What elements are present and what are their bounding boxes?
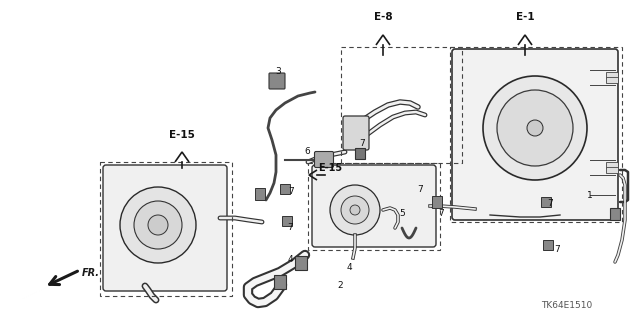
Circle shape xyxy=(341,196,369,224)
Text: E-15: E-15 xyxy=(169,130,195,140)
Bar xyxy=(432,196,442,208)
Bar xyxy=(541,197,551,207)
Text: 2: 2 xyxy=(337,280,343,290)
Circle shape xyxy=(134,201,182,249)
Bar xyxy=(341,47,462,163)
Text: 3: 3 xyxy=(275,68,281,77)
Text: TK64E1510: TK64E1510 xyxy=(541,301,593,310)
Bar xyxy=(255,188,265,200)
Text: 7: 7 xyxy=(554,246,560,255)
FancyBboxPatch shape xyxy=(343,116,369,150)
Text: 5: 5 xyxy=(399,210,405,219)
Text: 7: 7 xyxy=(547,199,553,209)
Text: 7: 7 xyxy=(438,209,444,218)
Text: 4: 4 xyxy=(287,256,293,264)
Text: E-15: E-15 xyxy=(318,163,342,173)
Bar xyxy=(295,256,307,270)
Bar xyxy=(543,240,553,250)
Bar xyxy=(450,47,622,222)
FancyBboxPatch shape xyxy=(312,165,436,247)
Circle shape xyxy=(330,185,380,235)
Bar xyxy=(606,167,618,173)
Bar xyxy=(282,216,292,226)
Bar xyxy=(606,72,618,78)
FancyBboxPatch shape xyxy=(269,73,285,89)
Text: 7: 7 xyxy=(288,187,294,196)
Text: E-1: E-1 xyxy=(516,12,534,22)
Circle shape xyxy=(527,120,543,136)
Circle shape xyxy=(497,90,573,166)
FancyBboxPatch shape xyxy=(314,152,333,167)
Bar xyxy=(274,275,286,289)
Text: FR.: FR. xyxy=(82,268,100,278)
Bar xyxy=(308,163,440,250)
Bar xyxy=(606,162,618,168)
Text: 7: 7 xyxy=(287,224,293,233)
Bar xyxy=(606,77,618,83)
FancyBboxPatch shape xyxy=(103,165,227,291)
Text: 7: 7 xyxy=(359,138,365,147)
Circle shape xyxy=(483,76,587,180)
Text: E-8: E-8 xyxy=(374,12,392,22)
Circle shape xyxy=(120,187,196,263)
Bar xyxy=(280,184,290,194)
Text: 7: 7 xyxy=(417,184,423,194)
Circle shape xyxy=(148,215,168,235)
Text: 6: 6 xyxy=(304,147,310,157)
FancyBboxPatch shape xyxy=(452,49,618,220)
Text: 1: 1 xyxy=(587,191,593,201)
Bar xyxy=(355,148,365,159)
Bar xyxy=(100,162,232,296)
Circle shape xyxy=(350,205,360,215)
Text: 4: 4 xyxy=(346,263,352,272)
Bar xyxy=(610,208,620,220)
